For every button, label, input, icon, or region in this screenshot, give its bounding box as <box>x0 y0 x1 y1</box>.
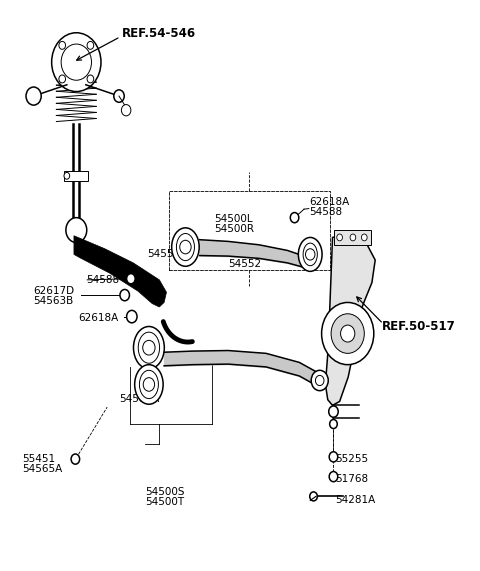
Circle shape <box>361 234 367 241</box>
Circle shape <box>26 87 41 105</box>
Circle shape <box>59 42 66 49</box>
Text: 54588: 54588 <box>86 275 119 285</box>
Text: 62618A: 62618A <box>309 197 349 207</box>
Circle shape <box>71 454 80 464</box>
Circle shape <box>121 104 131 116</box>
Circle shape <box>330 420 337 429</box>
Text: 54500S: 54500S <box>145 487 185 497</box>
Circle shape <box>305 249 315 260</box>
Ellipse shape <box>299 238 322 271</box>
Circle shape <box>329 472 338 482</box>
Text: 54588: 54588 <box>309 207 342 217</box>
Text: 55451: 55451 <box>22 454 55 464</box>
Circle shape <box>329 406 338 417</box>
Ellipse shape <box>172 228 199 266</box>
Text: 51768: 51768 <box>335 474 368 484</box>
Circle shape <box>127 311 137 323</box>
Circle shape <box>322 303 374 365</box>
Ellipse shape <box>135 365 163 404</box>
Circle shape <box>341 325 355 342</box>
Circle shape <box>114 90 124 102</box>
Polygon shape <box>325 234 375 405</box>
Circle shape <box>315 375 324 385</box>
Text: 62617D: 62617D <box>34 286 75 296</box>
Text: 54500R: 54500R <box>214 224 254 234</box>
Circle shape <box>180 240 191 254</box>
Text: REF.54-546: REF.54-546 <box>121 27 195 41</box>
Circle shape <box>337 234 343 241</box>
Circle shape <box>120 289 130 301</box>
Ellipse shape <box>139 371 158 399</box>
Circle shape <box>127 274 135 284</box>
Circle shape <box>143 377 155 391</box>
Ellipse shape <box>133 327 164 369</box>
Circle shape <box>331 314 364 353</box>
Text: 54500L: 54500L <box>214 214 252 224</box>
Text: 54500T: 54500T <box>145 497 184 507</box>
Ellipse shape <box>138 332 159 363</box>
Circle shape <box>61 44 92 81</box>
Circle shape <box>87 75 94 83</box>
Ellipse shape <box>303 243 317 266</box>
Circle shape <box>329 452 338 462</box>
Text: 54563B: 54563B <box>34 296 74 306</box>
Circle shape <box>64 172 70 179</box>
Circle shape <box>87 42 94 49</box>
Text: 54281A: 54281A <box>335 496 375 505</box>
Circle shape <box>311 371 328 391</box>
Circle shape <box>52 33 101 91</box>
Ellipse shape <box>177 234 194 260</box>
Circle shape <box>59 75 66 83</box>
FancyBboxPatch shape <box>64 171 88 181</box>
Text: REF.50-517: REF.50-517 <box>383 320 456 333</box>
Circle shape <box>310 492 317 501</box>
Text: 54565A: 54565A <box>22 464 62 475</box>
Text: 54552: 54552 <box>228 259 261 269</box>
Circle shape <box>143 340 155 355</box>
Text: 55255: 55255 <box>335 454 368 464</box>
Polygon shape <box>74 236 167 307</box>
Text: 54551D: 54551D <box>147 250 189 259</box>
Circle shape <box>290 212 299 223</box>
FancyBboxPatch shape <box>334 230 371 245</box>
Circle shape <box>66 218 87 243</box>
Circle shape <box>350 234 356 241</box>
Text: 54584A: 54584A <box>119 393 159 404</box>
Text: 62618A: 62618A <box>79 313 119 323</box>
